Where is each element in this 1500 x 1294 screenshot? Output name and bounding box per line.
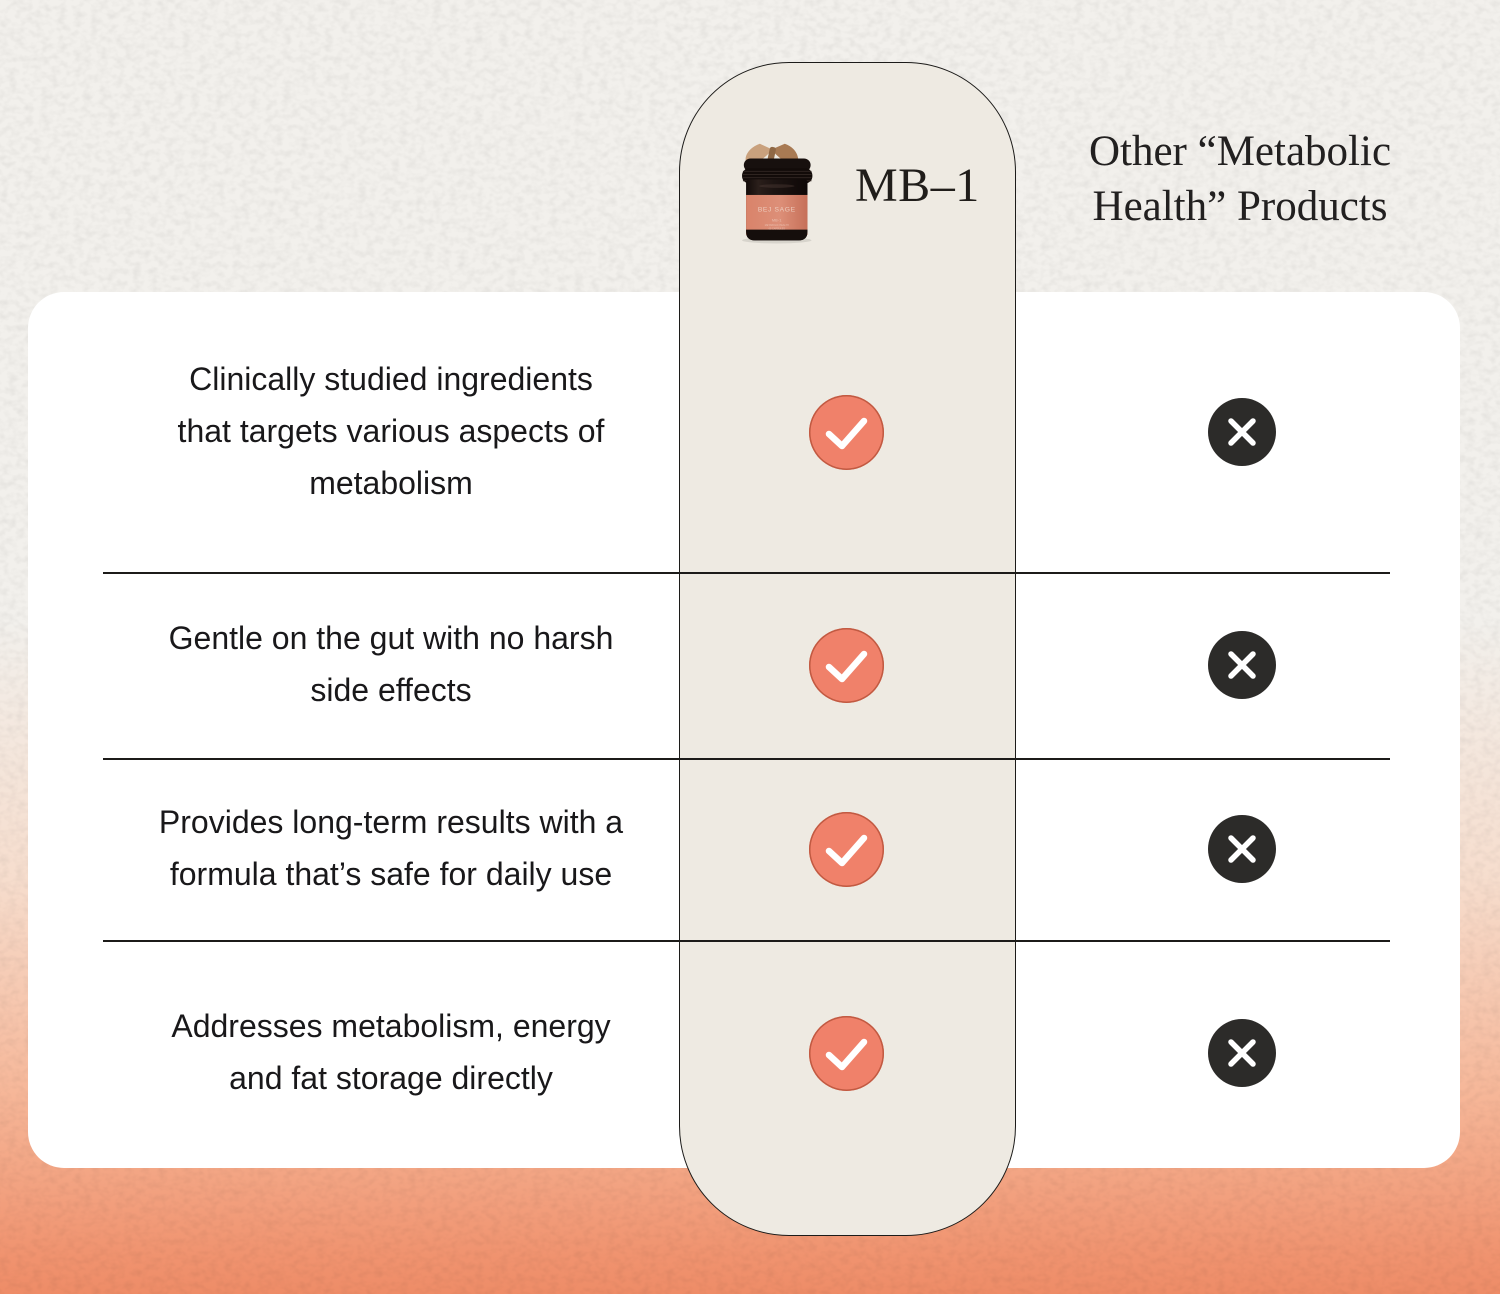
svg-text:MB-1: MB-1: [772, 219, 782, 223]
svg-text:BEJ SAGE: BEJ SAGE: [758, 206, 796, 213]
svg-text:60 CAPSULES: 60 CAPSULES: [769, 228, 786, 231]
svg-text:METABOLIC HEALTH: METABOLIC HEALTH: [765, 224, 789, 227]
